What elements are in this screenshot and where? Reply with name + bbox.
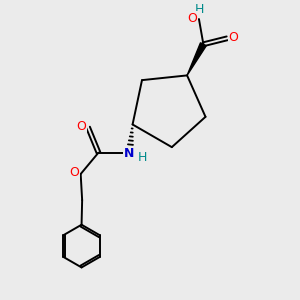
Text: N: N (124, 147, 134, 160)
Text: O: O (69, 166, 79, 179)
Text: O: O (188, 12, 197, 25)
Text: O: O (76, 120, 86, 133)
Text: H: H (137, 152, 147, 164)
Text: O: O (229, 31, 238, 44)
Text: H: H (194, 3, 204, 16)
Polygon shape (187, 43, 206, 75)
